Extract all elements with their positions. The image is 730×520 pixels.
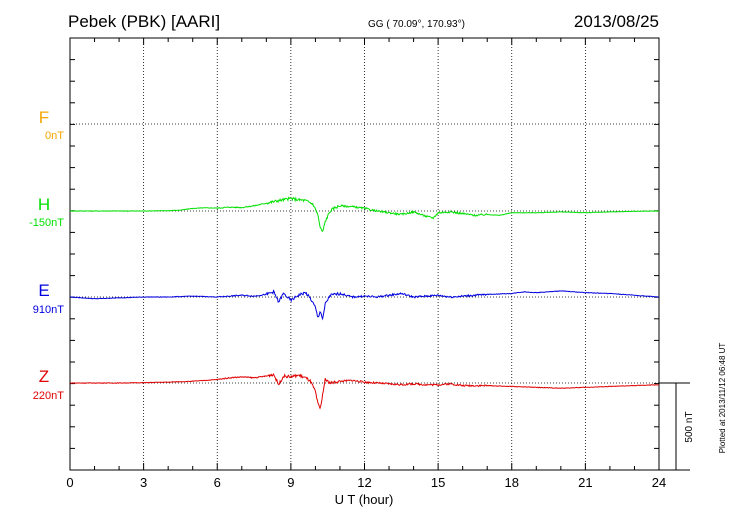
component-name-h: H (38, 195, 50, 214)
date-label: 2013/08/25 (574, 12, 659, 31)
trace-z (70, 373, 660, 410)
component-name-e: E (38, 281, 49, 300)
trace-h (69, 196, 660, 232)
component-baseline-e: 910nT (33, 304, 64, 316)
component-name-f: F (39, 108, 49, 127)
x-tick-label: 21 (578, 475, 592, 490)
coordinates-label: GG ( 70.09°, 170.93°) (368, 19, 465, 30)
component-baseline-z: 220nT (33, 390, 64, 402)
x-tick-label: 3 (140, 475, 147, 490)
station-title: Pebek (PBK) [AARI] (68, 12, 220, 31)
component-baseline-h: -150nT (29, 217, 64, 229)
x-axis-ticks (69, 37, 660, 470)
plotted-timestamp: Plotted at 2013/11/12 06:48 UT (718, 343, 727, 454)
component-baseline-f: 0nT (45, 130, 64, 142)
x-tick-label: 18 (505, 475, 519, 490)
scale-bar-label: 500 nT (684, 411, 695, 442)
x-tick-label: 0 (66, 475, 73, 490)
component-name-z: Z (39, 367, 49, 386)
x-tick-label: 24 (652, 475, 666, 490)
x-tick-label: 9 (287, 475, 294, 490)
x-axis-label: U T (hour) (335, 492, 394, 507)
component-labels: F 0nT H -150nT E 910nT Z 220nT (29, 108, 64, 402)
x-tick-label: 6 (214, 475, 221, 490)
grid-lines (70, 38, 659, 470)
x-tick-label: 12 (357, 475, 371, 490)
x-tick-label: 15 (431, 475, 445, 490)
trace-e (69, 289, 660, 321)
component-traces (69, 196, 660, 410)
x-axis-tick-labels: 0 3 6 9 12 15 18 21 24 (66, 475, 666, 490)
scale-bar: 500 nT (659, 382, 695, 471)
